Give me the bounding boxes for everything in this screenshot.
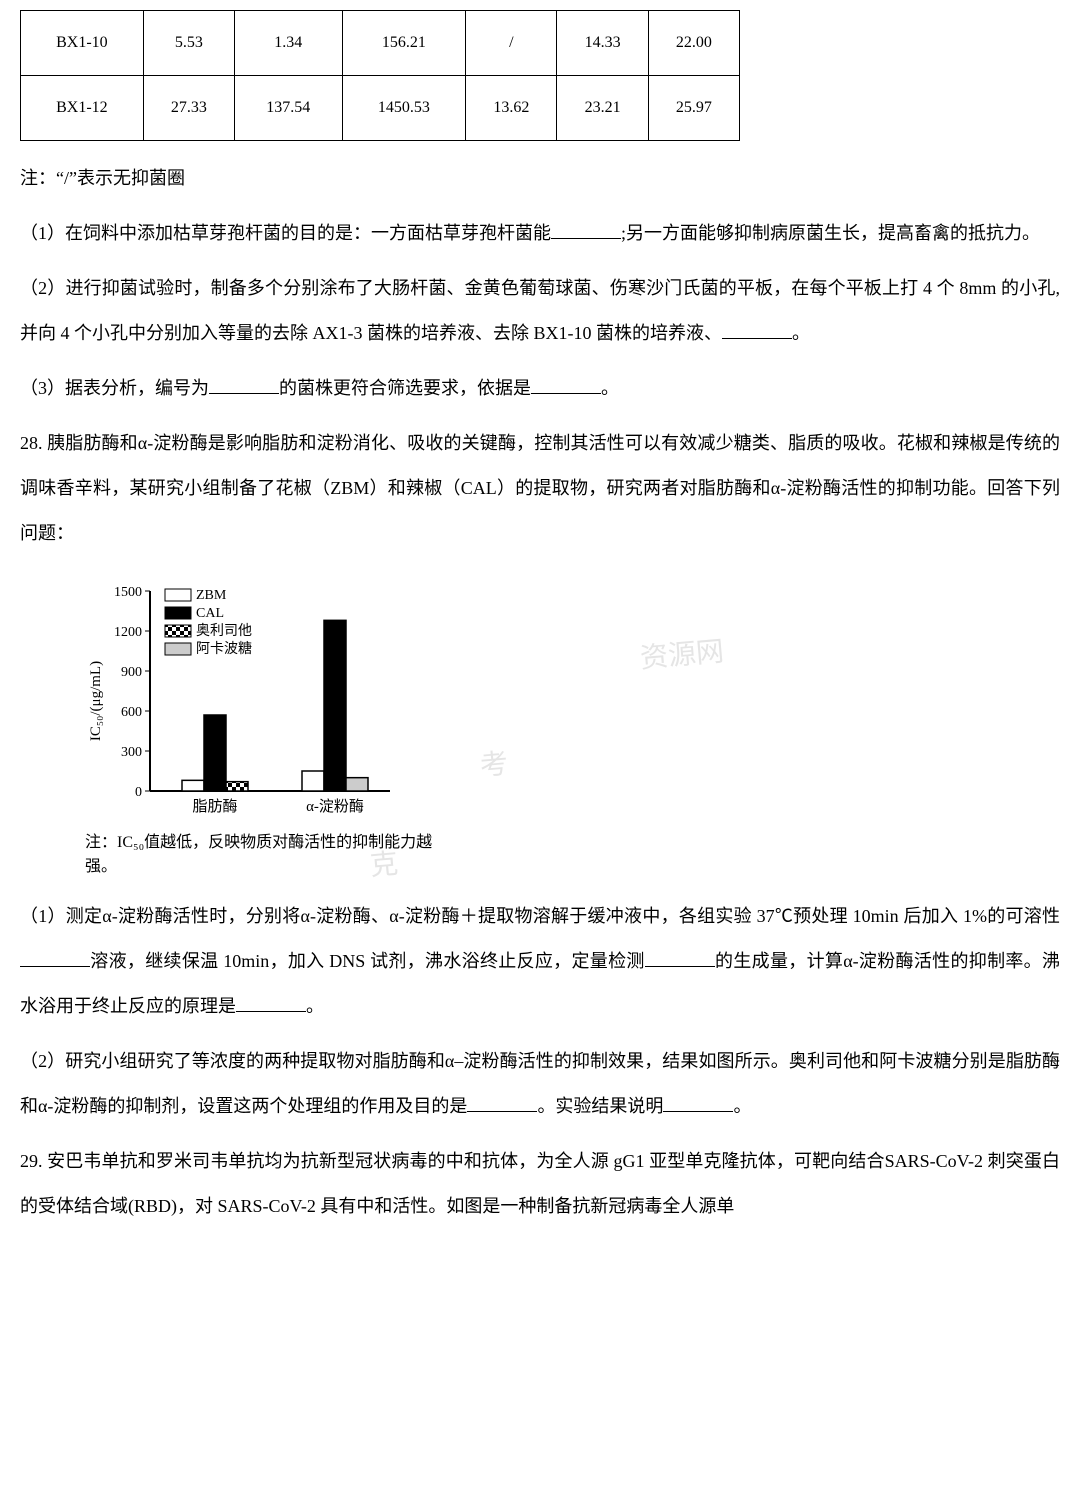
text: ;另一方面能够抑制病原菌生长，提高畜禽的抵抗力。	[621, 223, 1040, 243]
watermark-icon: 考	[477, 729, 511, 801]
text: （2）进行抑菌试验时，制备多个分别涂布了大肠杆菌、金黄色葡萄球菌、伤寒沙门氏菌的…	[20, 278, 1060, 343]
cell: 27.33	[143, 76, 234, 141]
svg-text:α-淀粉酶: α-淀粉酶	[306, 798, 364, 815]
blank	[236, 994, 306, 1012]
x-labels: 脂肪酶 α-淀粉酶	[192, 798, 363, 815]
blank	[722, 321, 792, 339]
svg-text:600: 600	[121, 705, 142, 720]
cell: 13.62	[466, 76, 557, 141]
cell: 22.00	[648, 11, 739, 76]
question-2: （2）进行抑菌试验时，制备多个分别涂布了大肠杆菌、金黄色葡萄球菌、伤寒沙门氏菌的…	[20, 266, 1060, 356]
text: （3）据表分析，编号为	[20, 378, 209, 398]
watermark-icon: 资源网	[637, 616, 727, 693]
text: 溶液，继续保温 10min，加入 DNS 试剂，沸水浴终止反应，定量检测	[90, 951, 645, 971]
svg-text:脂肪酶: 脂肪酶	[192, 798, 237, 815]
bar-chart: 0 300 600 900 1200 1500 IC₅₀/(μg/mL) ZBM CAL奥利…	[80, 571, 460, 879]
table-row: BX1-10 5.53 1.34 156.21 / 14.33 22.00	[21, 11, 740, 76]
cell: 156.21	[342, 11, 466, 76]
cell: BX1-10	[21, 11, 144, 76]
svg-text:ZBM: ZBM	[196, 588, 227, 603]
y-label: IC₅₀/(μg/mL)	[88, 661, 104, 741]
question-28-1: （1）测定α-淀粉酶活性时，分别将α-淀粉酶、α-淀粉酶＋提取物溶解于缓冲液中，…	[20, 894, 1060, 1029]
cell: 23.21	[557, 76, 648, 141]
svg-text:1500: 1500	[114, 585, 142, 600]
svg-text:1200: 1200	[114, 625, 142, 640]
svg-text:奥利司他: 奥利司他	[196, 622, 252, 639]
question-29: 29. 安巴韦单抗和罗米司韦单抗均为抗新型冠状病毒的中和抗体，为全人源 gG1 …	[20, 1139, 1060, 1229]
table-row: BX1-12 27.33 137.54 1450.53 13.62 23.21 …	[21, 76, 740, 141]
chart-legend: ZBM CAL奥利司他阿卡波糖	[165, 588, 252, 657]
text: 。实验结果说明	[537, 1096, 663, 1116]
question-28-2: （2）研究小组研究了等浓度的两种提取物对脂肪酶和α–淀粉酶活性的抑制效果，结果如…	[20, 1039, 1060, 1129]
text: 的菌株更符合筛选要求，依据是	[279, 378, 531, 398]
cell: 1450.53	[342, 76, 466, 141]
cell: 137.54	[235, 76, 342, 141]
svg-text:300: 300	[121, 745, 142, 760]
text: 。	[306, 996, 324, 1016]
text: （1）测定α-淀粉酶活性时，分别将α-淀粉酶、α-淀粉酶＋提取物溶解于缓冲液中，…	[20, 906, 1060, 926]
svg-text:阿卡波糖: 阿卡波糖	[196, 641, 252, 657]
blank	[551, 221, 621, 239]
blank	[467, 1094, 537, 1112]
blank	[20, 949, 90, 967]
blank	[209, 376, 279, 394]
blank	[645, 949, 715, 967]
cell: 14.33	[557, 11, 648, 76]
text: 。	[601, 378, 619, 398]
question-28-intro: 28. 胰脂肪酶和α-淀粉酶是影响脂肪和淀粉消化、吸收的关键酶，控制其活性可以有…	[20, 421, 1060, 556]
cell: BX1-12	[21, 76, 144, 141]
cell: 1.34	[235, 11, 342, 76]
svg-text:900: 900	[121, 665, 142, 680]
blank	[663, 1094, 733, 1112]
cell: 5.53	[143, 11, 234, 76]
blank	[531, 376, 601, 394]
cell: /	[466, 11, 557, 76]
question-3: （3）据表分析，编号为 的菌株更符合筛选要求，依据是 。	[20, 366, 1060, 411]
svg-text:CAL: CAL	[196, 606, 224, 621]
chart-note: 注：IC₅₀值越低，反映物质对酶活性的抑制能力越强。	[85, 831, 460, 879]
cell: 25.97	[648, 76, 739, 141]
text: 。	[792, 323, 810, 343]
question-1: （1）在饲料中添加枯草芽孢杆菌的目的是：一方面枯草芽孢杆菌能 ;另一方面能够抑制病…	[20, 211, 1060, 256]
chart-svg: 0 300 600 900 1200 1500 IC₅₀/(μg/mL) ZBM CAL奥利…	[80, 571, 420, 831]
data-table: BX1-10 5.53 1.34 156.21 / 14.33 22.00 BX…	[20, 10, 740, 141]
text: 。	[733, 1096, 751, 1116]
text: （1）在饲料中添加枯草芽孢杆菌的目的是：一方面枯草芽孢杆菌能	[20, 223, 551, 243]
svg-text:0: 0	[135, 785, 142, 800]
table-note: 注：“/”表示无抑菌圈	[20, 156, 1060, 201]
